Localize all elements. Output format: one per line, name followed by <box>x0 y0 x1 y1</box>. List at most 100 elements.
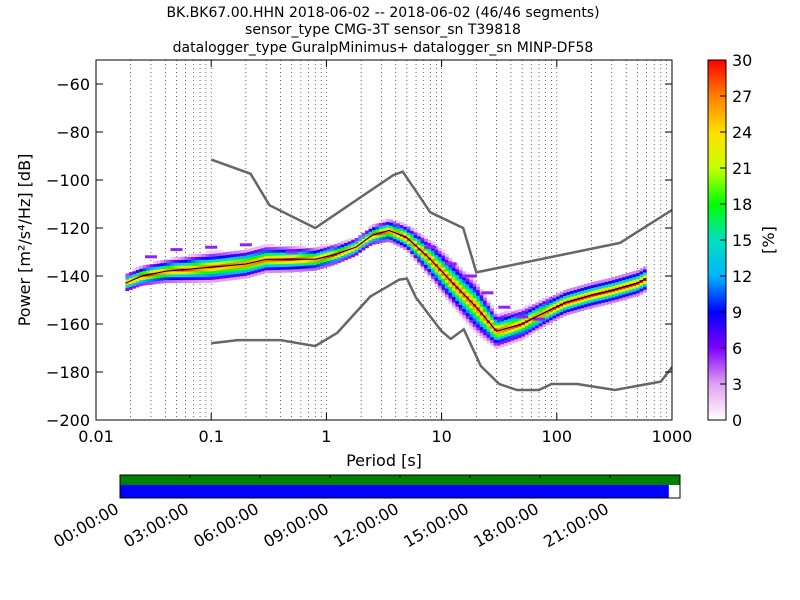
density-cell <box>538 302 543 307</box>
density-cell <box>500 320 505 325</box>
density-cell <box>253 246 258 251</box>
density-cell <box>486 334 491 338</box>
density-cell <box>622 291 626 295</box>
density-cell <box>510 314 515 318</box>
x-tick-label: 0.01 <box>78 427 114 446</box>
density-cell <box>292 254 296 258</box>
density-cell <box>497 333 501 337</box>
density-cell <box>483 334 487 339</box>
density-cell <box>226 274 230 278</box>
density-cell <box>472 312 477 316</box>
density-cell <box>128 272 133 276</box>
density-cell <box>583 289 588 293</box>
density-cell <box>604 298 609 303</box>
density-cell <box>431 241 435 245</box>
density-cell <box>180 256 185 260</box>
density-cell <box>160 260 164 264</box>
density-cell <box>368 228 373 232</box>
density-outlier <box>481 291 494 295</box>
density-cell <box>552 318 557 322</box>
density-cell <box>205 265 210 269</box>
density-cell <box>514 333 519 337</box>
density-cell <box>448 292 453 296</box>
density-cell <box>167 268 171 272</box>
density-cell <box>337 257 342 261</box>
density-cell <box>549 305 553 309</box>
density-cell <box>441 263 446 268</box>
density-cell <box>396 240 401 244</box>
density-cell <box>243 264 248 268</box>
colorbar-tick-label: 12 <box>732 267 752 286</box>
density-cell <box>417 238 421 243</box>
density-cell <box>208 271 213 275</box>
density-cell <box>132 273 137 278</box>
density-cell <box>528 311 533 316</box>
density-cell <box>486 302 491 307</box>
density-cell <box>278 255 283 259</box>
density-cell <box>187 271 192 275</box>
density-cell <box>167 262 171 266</box>
density-cell <box>611 300 616 304</box>
density-cell <box>472 300 477 304</box>
density-cell <box>493 313 498 317</box>
density-cell <box>333 261 338 265</box>
density-cell <box>167 271 171 275</box>
density-cell <box>455 300 460 304</box>
density-cell <box>431 261 435 265</box>
density-cell <box>347 252 352 256</box>
density-cell <box>594 304 599 308</box>
density-cell <box>205 273 210 278</box>
density-cell <box>476 304 481 308</box>
density-cell <box>500 318 505 322</box>
density-cell <box>385 227 390 231</box>
density-cell <box>184 276 189 281</box>
density-cell <box>587 288 592 292</box>
density-cell <box>587 282 592 287</box>
density-cell <box>264 264 269 268</box>
density-cell <box>451 279 456 283</box>
density-cell <box>236 267 241 271</box>
density-cell <box>358 246 362 250</box>
density-cell <box>337 254 342 258</box>
density-cell <box>566 297 571 301</box>
density-cell <box>472 315 477 319</box>
density-cell <box>132 285 137 289</box>
density-cell <box>236 256 241 260</box>
density-cell <box>243 258 248 262</box>
density-cell <box>469 325 474 329</box>
density-cell <box>444 253 449 257</box>
noise-model-lower <box>211 277 673 392</box>
density-cell <box>229 254 234 258</box>
density-cell <box>441 289 446 294</box>
density-cell <box>222 252 227 256</box>
density-cell <box>444 273 449 278</box>
density-cell <box>472 309 477 313</box>
density-cell <box>319 262 324 266</box>
density-cell <box>629 289 633 293</box>
density-cell <box>462 311 467 315</box>
density-cell <box>295 260 300 264</box>
density-cell <box>413 257 418 262</box>
density-cell <box>597 283 602 287</box>
density-cell <box>125 287 130 292</box>
density-cell <box>538 326 543 330</box>
density-cell <box>465 304 470 308</box>
density-cell <box>319 245 324 249</box>
density-cell <box>240 267 244 271</box>
density-cell <box>427 251 432 255</box>
density-cell <box>208 279 213 283</box>
density-cell <box>472 323 477 328</box>
density-cell <box>615 290 619 294</box>
density-cell <box>372 226 376 231</box>
density-cell <box>389 233 394 238</box>
density-cell <box>594 281 599 285</box>
density-cell <box>156 274 161 279</box>
density-cell <box>177 276 182 281</box>
density-cell <box>212 270 217 274</box>
density-cell <box>444 259 449 263</box>
density-cell <box>448 257 453 262</box>
density-cell <box>201 262 206 266</box>
density-cell <box>510 334 515 338</box>
density-cell <box>462 288 467 292</box>
density-cell <box>573 295 578 299</box>
